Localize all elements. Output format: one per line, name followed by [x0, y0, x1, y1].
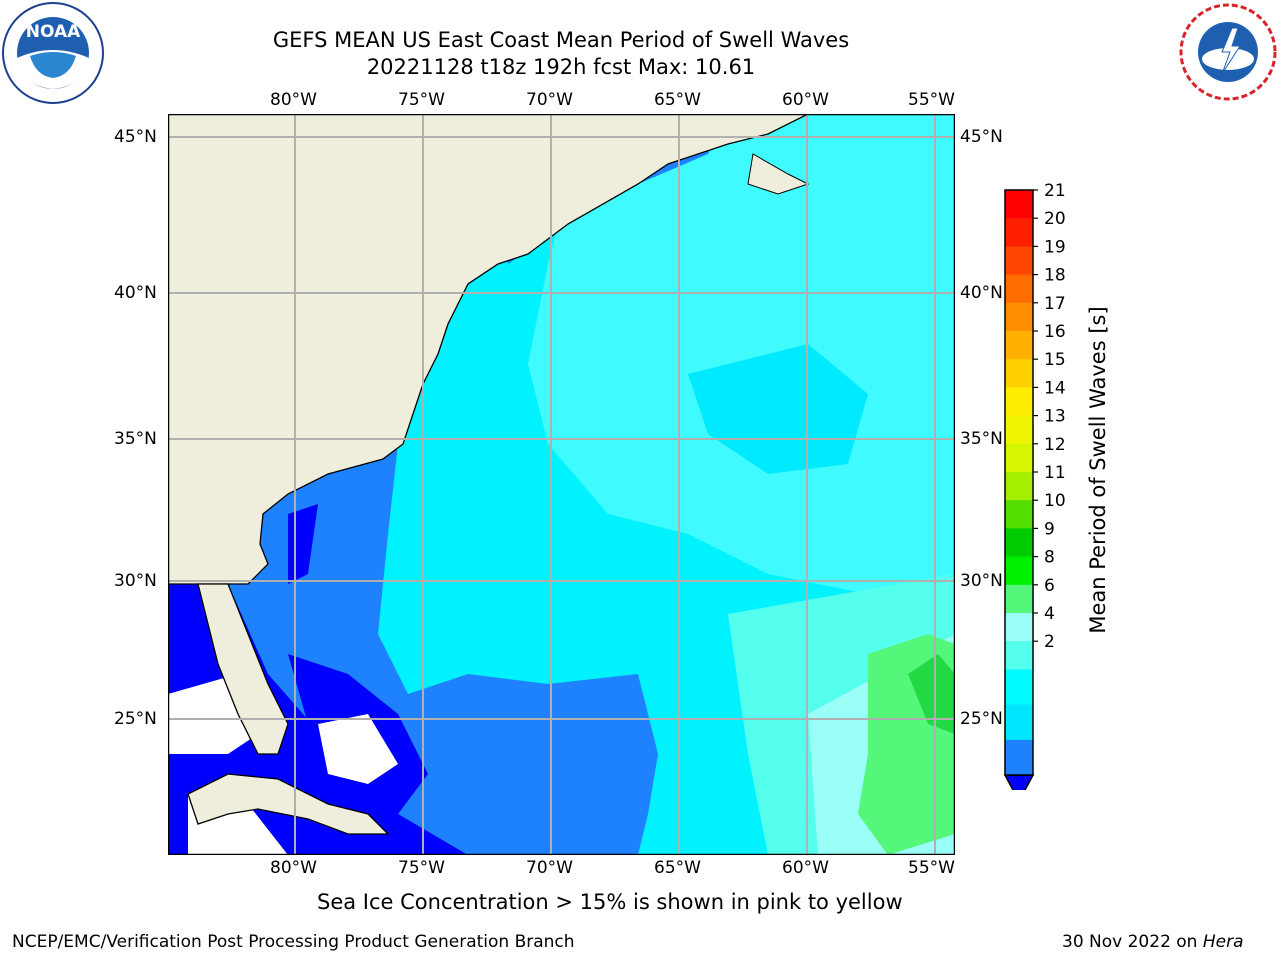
swell-period-map — [168, 114, 955, 855]
chart-title: GEFS MEAN US East Coast Mean Period of S… — [272, 28, 850, 52]
colorbar-segment — [1005, 669, 1033, 706]
colorbar-tick-label: 6 — [1044, 576, 1055, 596]
nws-logo — [1178, 2, 1278, 102]
colorbar-under-triangle — [1003, 774, 1035, 790]
noaa-wordmark: NOAA — [26, 22, 81, 42]
colorbar-segment — [1005, 302, 1033, 332]
colorbar-segment — [1005, 218, 1033, 247]
masked-area-bahamas — [318, 714, 398, 784]
lat-label-left-30n: 30°N — [114, 571, 157, 591]
colorbar-segment — [1005, 641, 1033, 670]
map-graticule — [168, 114, 955, 855]
chart-subtitle: 20221128 t18z 192h fcst Max: 10.61 — [366, 55, 756, 79]
colorbar-tick-label: 9 — [1044, 519, 1055, 539]
lat-label-left-45n: 45°N — [114, 127, 157, 147]
land-cuba — [187, 773, 390, 835]
colorbar-tick-label: 11 — [1044, 463, 1066, 483]
lon-label-bottom-80w: 80°W — [270, 858, 317, 878]
lon-label-top-80w: 80°W — [270, 90, 317, 110]
lon-label-top-60w: 60°W — [782, 90, 829, 110]
footer-date-text: 30 Nov 2022 on — [1062, 932, 1203, 952]
colorbar-segment — [1005, 415, 1033, 445]
colorbar-segment — [1005, 246, 1033, 276]
lat-label-right-25n: 25°N — [960, 709, 1003, 729]
colorbar-segment — [1005, 528, 1033, 558]
colorbar-tick-label: 16 — [1044, 322, 1066, 342]
colorbar-segment — [1005, 359, 1033, 388]
lat-label-left-35n: 35°N — [114, 429, 157, 449]
lon-label-bottom-60w: 60°W — [782, 858, 829, 878]
colorbar-segment — [1005, 613, 1033, 642]
colorbar-label: Mean Period of Swell Waves [s] — [1086, 306, 1110, 634]
colorbar-tick-label: 13 — [1044, 407, 1066, 427]
colorbar-segment — [1005, 443, 1033, 473]
lon-label-bottom-65w: 65°W — [654, 858, 701, 878]
colorbar-tick-label: 14 — [1044, 378, 1066, 398]
lon-label-top-55w: 55°W — [908, 90, 955, 110]
colorbar-segment — [1005, 556, 1033, 586]
land-nova-scotia — [747, 153, 810, 195]
colorbar-tick-label: 10 — [1044, 491, 1066, 511]
footer-date: 30 Nov 2022 on Hera — [1062, 932, 1244, 952]
colorbar-tick-label: 17 — [1044, 294, 1066, 314]
colorbar-segment — [1005, 274, 1033, 304]
colorbar-tick-label: 21 — [1044, 181, 1066, 201]
footer-host: Hera — [1202, 932, 1244, 952]
colorbar-tick-label: 2 — [1044, 632, 1055, 652]
swell-zone-4-6 — [688, 344, 868, 474]
sea-ice-caption: Sea Ice Concentration > 15% is shown in … — [317, 890, 903, 914]
lat-label-right-35n: 35°N — [960, 429, 1003, 449]
lat-label-right-30n: 30°N — [960, 571, 1003, 591]
colorbar-tick-label: 18 — [1044, 266, 1066, 286]
land-florida — [197, 583, 289, 755]
lon-label-top-65w: 65°W — [654, 90, 701, 110]
colorbar-segment — [1005, 704, 1033, 741]
lat-label-left-25n: 25°N — [114, 709, 157, 729]
map-frame — [168, 114, 955, 855]
colorbar-segment — [1005, 500, 1033, 529]
colorbar-segment — [1005, 387, 1033, 417]
colorbar-segment — [1005, 739, 1033, 776]
colorbar-tick-label: 20 — [1044, 209, 1066, 229]
swell-zone-10-11 — [908, 654, 955, 734]
lon-label-bottom-70w: 70°W — [526, 858, 573, 878]
colorbar: 21 20 19 18 17 16 15 14 13 12 11 10 9 8 6 4 2 — [1003, 181, 1066, 790]
lon-label-bottom-75w: 75°W — [398, 858, 445, 878]
colorbar-tick-label: 8 — [1044, 548, 1055, 568]
lat-label-right-40n: 40°N — [960, 283, 1003, 303]
lat-label-right-45n: 45°N — [960, 127, 1003, 147]
colorbar-tick-label: 12 — [1044, 435, 1066, 455]
colorbar-tick-label: 15 — [1044, 350, 1066, 370]
colorbar-segment — [1005, 472, 1033, 501]
colorbar-segment — [1005, 331, 1033, 360]
noaa-logo: NOAA — [2, 2, 104, 104]
colorbar-outline — [1004, 189, 1034, 776]
lon-label-top-70w: 70°W — [526, 90, 573, 110]
colorbar-segment — [1005, 584, 1033, 614]
footer-producer: NCEP/EMC/Verification Post Processing Pr… — [12, 932, 575, 952]
lon-label-bottom-55w: 55°W — [908, 858, 955, 878]
colorbar-tick-label: 19 — [1044, 237, 1066, 257]
lat-label-left-40n: 40°N — [114, 283, 157, 303]
lon-label-top-75w: 75°W — [398, 90, 445, 110]
colorbar-segment — [1005, 190, 1033, 219]
colorbar-tick-label: 4 — [1044, 604, 1055, 624]
